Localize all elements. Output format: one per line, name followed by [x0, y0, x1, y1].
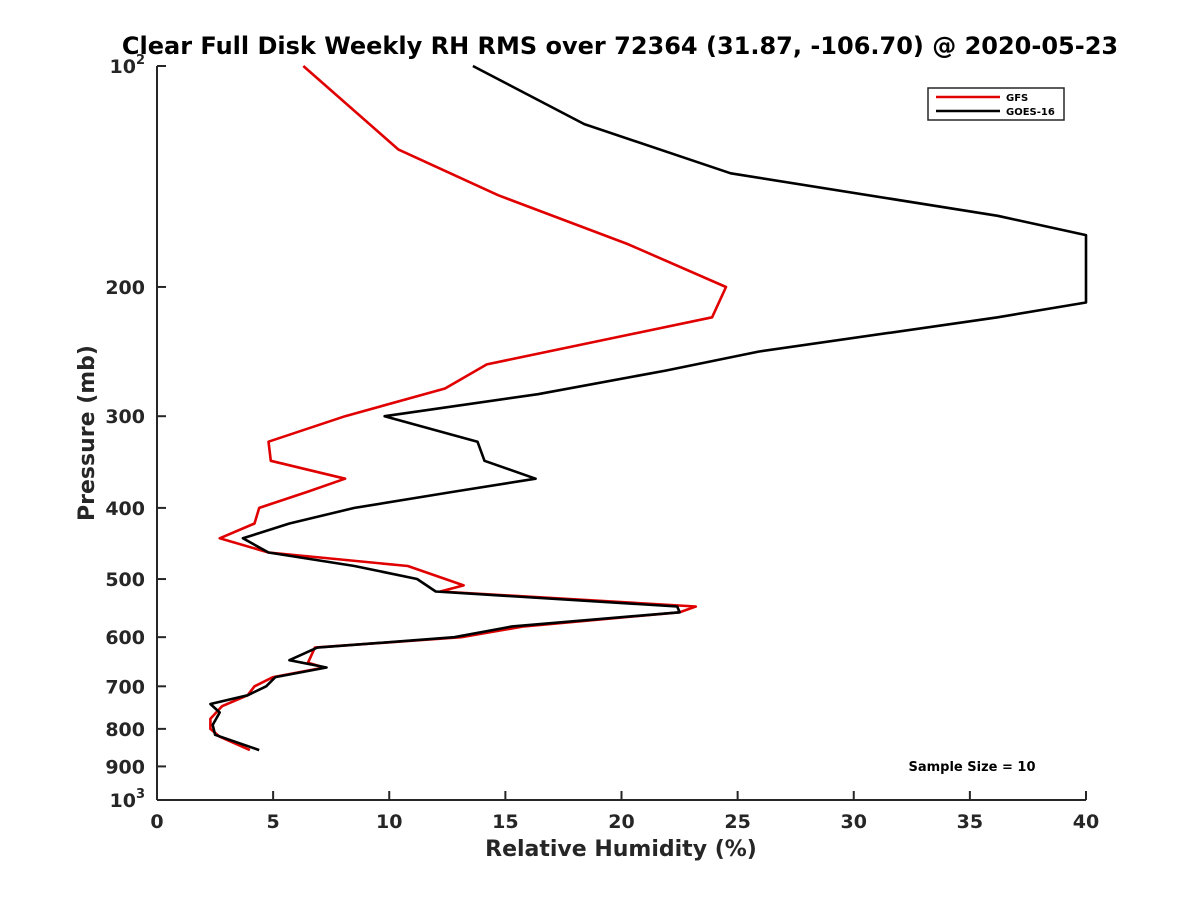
x-ticks: 0 5 10 15 20 25 30 35 40 [150, 791, 1099, 833]
y-tick-label-base-0: 10 [110, 56, 136, 78]
y-tick-label-0: 102 [110, 53, 146, 78]
y-tick-label-2: 300 [105, 406, 145, 428]
plot-area: 0 5 10 15 20 25 30 35 40 10220030040050060070080… [105, 53, 1099, 833]
legend-label-goes16: GOES-16 [1006, 107, 1055, 118]
legend-label-gfs: GFS [1006, 93, 1028, 104]
x-tick-label-0: 0 [150, 811, 163, 833]
y-axis-label: Pressure (mb) [75, 345, 100, 521]
x-tick-label-1: 5 [267, 811, 280, 833]
x-tick-label-8: 40 [1073, 811, 1099, 833]
x-tick-label-5: 25 [724, 811, 750, 833]
y-tick-label-5: 600 [105, 627, 145, 649]
series-layer [209, 64, 1088, 752]
x-tick-label-2: 10 [376, 811, 402, 833]
y-tick-label-1: 200 [105, 277, 145, 299]
x-axis-label: Relative Humidity (%) [485, 837, 757, 862]
legend: GFS GOES-16 [927, 87, 1065, 121]
y-tick-label-exp-0: 2 [136, 53, 145, 68]
y-tick-label-7: 800 [105, 719, 145, 741]
x-tick-label-7: 35 [957, 811, 983, 833]
y-tick-label-base-9: 10 [110, 790, 136, 812]
sample-size-annotation: Sample Size = 10 [908, 760, 1035, 775]
x-tick-label-4: 20 [608, 811, 634, 833]
y-tick-label-exp-9: 3 [136, 787, 145, 802]
x-tick-label-3: 15 [492, 811, 518, 833]
legend-box [927, 87, 1065, 121]
chart-title: Clear Full Disk Weekly RH RMS over 72364… [122, 32, 1118, 60]
series-line-gfs [209, 65, 728, 752]
y-tick-label-9: 103 [110, 787, 146, 812]
y-tick-label-8: 900 [105, 756, 145, 778]
y-tick-label-3: 400 [105, 498, 145, 520]
series-line-goes16 [209, 64, 1088, 752]
x-tick-label-6: 30 [841, 811, 867, 833]
y-tick-label-4: 500 [105, 569, 145, 591]
y-tick-label-6: 700 [105, 676, 145, 698]
